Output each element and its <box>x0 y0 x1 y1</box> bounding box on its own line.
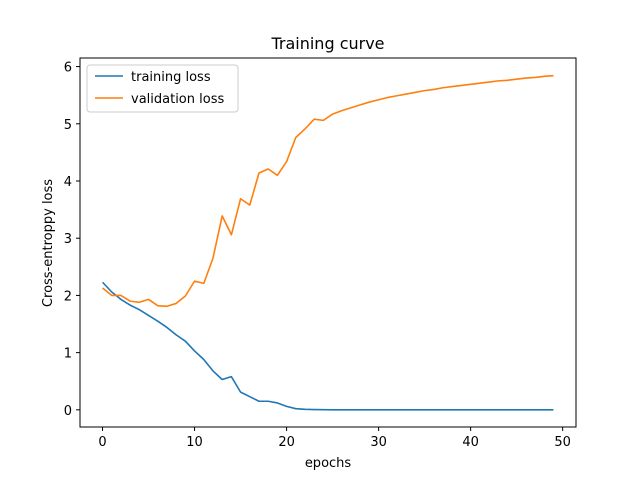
series-line-1 <box>102 74 554 308</box>
x-tick-label: 30 <box>370 435 387 450</box>
plot-lines <box>101 74 554 411</box>
y-tick-label: 0 <box>64 404 72 419</box>
x-tick-label: 50 <box>554 435 571 450</box>
chart-title: Training curve <box>270 34 384 53</box>
y-tick-label: 4 <box>64 175 72 190</box>
x-tick-label: 20 <box>278 435 295 450</box>
x-axis: 0 10 20 30 40 50 <box>98 427 571 450</box>
legend-label-0: training loss <box>131 70 211 85</box>
x-tick-label: 10 <box>186 435 203 450</box>
x-tick-label: 0 <box>98 435 106 450</box>
y-tick-label: 5 <box>64 118 72 133</box>
y-tick-label: 2 <box>64 289 72 304</box>
y-tick-label: 6 <box>64 61 72 76</box>
legend-label-1: validation loss <box>131 92 224 107</box>
x-axis-label: epochs <box>305 456 352 471</box>
x-tick-label: 40 <box>462 435 479 450</box>
axes-frame <box>79 57 577 428</box>
y-axis: 0 1 2 3 4 5 6 <box>64 61 80 419</box>
legend-box <box>86 64 239 113</box>
series-line-0 <box>101 281 554 411</box>
y-tick-label: 1 <box>64 347 72 362</box>
y-axis-label: Cross-entroppy loss <box>41 179 56 307</box>
legend: training loss validation loss <box>86 64 239 113</box>
y-tick-label: 3 <box>64 232 72 247</box>
